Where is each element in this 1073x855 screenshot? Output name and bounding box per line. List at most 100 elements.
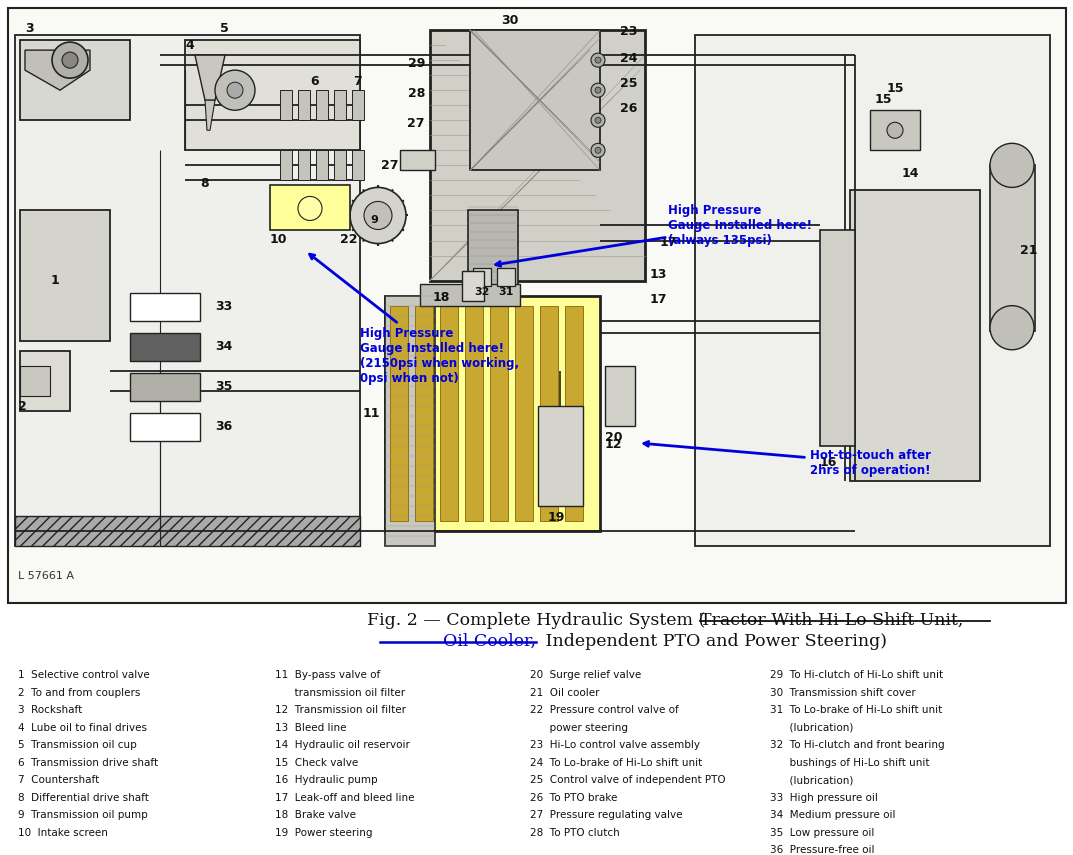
Text: 24: 24 xyxy=(620,52,637,65)
Text: Tractor With Hi-Lo Shift Unit,: Tractor With Hi-Lo Shift Unit, xyxy=(700,612,964,629)
Text: High Pressure
Gauge Installed here!
(always 135psi): High Pressure Gauge Installed here! (alw… xyxy=(496,204,812,266)
Text: 4  Lube oil to final drives: 4 Lube oil to final drives xyxy=(18,722,147,733)
Bar xyxy=(385,296,435,546)
Text: 22  Pressure control valve of: 22 Pressure control valve of xyxy=(530,705,679,715)
Text: 27: 27 xyxy=(381,159,398,173)
Bar xyxy=(15,516,361,546)
Bar xyxy=(298,90,310,121)
Circle shape xyxy=(591,113,605,127)
Bar xyxy=(990,165,1035,331)
Text: 17  Leak-off and bleed line: 17 Leak-off and bleed line xyxy=(275,793,414,803)
Text: 7: 7 xyxy=(353,75,362,88)
Circle shape xyxy=(364,202,392,229)
Text: 29: 29 xyxy=(408,57,425,70)
Bar xyxy=(470,30,600,170)
Text: 32: 32 xyxy=(474,286,489,297)
Bar xyxy=(352,150,364,180)
Text: 11: 11 xyxy=(363,407,380,421)
Bar xyxy=(334,150,346,180)
Circle shape xyxy=(350,187,406,244)
Bar xyxy=(462,270,484,301)
Text: 31: 31 xyxy=(498,286,513,297)
Text: 16: 16 xyxy=(820,456,837,469)
Text: 28  To PTO clutch: 28 To PTO clutch xyxy=(530,828,620,838)
Bar xyxy=(20,351,70,411)
Text: 9  Transmission oil pump: 9 Transmission oil pump xyxy=(18,810,148,820)
Text: 17: 17 xyxy=(650,292,667,306)
Text: 27  Pressure regulating valve: 27 Pressure regulating valve xyxy=(530,810,682,820)
Text: 33  High pressure oil: 33 High pressure oil xyxy=(770,793,878,803)
Circle shape xyxy=(52,42,88,78)
Circle shape xyxy=(990,306,1034,350)
Text: 6: 6 xyxy=(310,75,319,88)
Text: bushings of Hi-Lo shift unit: bushings of Hi-Lo shift unit xyxy=(770,758,929,768)
Bar xyxy=(430,30,645,280)
Text: Fig. 2 — Complete Hydraulic System (: Fig. 2 — Complete Hydraulic System ( xyxy=(367,612,705,629)
Text: 32  To Hi-clutch and front bearing: 32 To Hi-clutch and front bearing xyxy=(770,740,944,750)
Bar xyxy=(352,90,364,121)
Text: 35: 35 xyxy=(215,380,233,393)
Text: 31  To Lo-brake of Hi-Lo shift unit: 31 To Lo-brake of Hi-Lo shift unit xyxy=(770,705,942,715)
Text: 7  Countershaft: 7 Countershaft xyxy=(18,775,99,785)
Bar xyxy=(538,406,583,506)
Circle shape xyxy=(591,83,605,97)
Circle shape xyxy=(62,52,78,68)
Bar xyxy=(565,306,583,522)
Text: 13: 13 xyxy=(650,268,667,280)
Text: 13  Bleed line: 13 Bleed line xyxy=(275,722,347,733)
Bar xyxy=(497,268,515,286)
Text: 35  Low pressure oil: 35 Low pressure oil xyxy=(770,828,874,838)
Text: 29  To Hi-clutch of Hi-Lo shift unit: 29 To Hi-clutch of Hi-Lo shift unit xyxy=(770,670,943,681)
Bar xyxy=(870,110,920,150)
Bar xyxy=(490,306,508,522)
Text: 26: 26 xyxy=(620,103,637,115)
Text: 8  Differential drive shaft: 8 Differential drive shaft xyxy=(18,793,149,803)
Bar xyxy=(130,413,200,441)
Bar xyxy=(280,150,292,180)
Text: 22: 22 xyxy=(340,233,357,245)
Bar xyxy=(130,373,200,401)
Text: 12  Transmission oil filter: 12 Transmission oil filter xyxy=(275,705,406,715)
Text: 5  Transmission oil cup: 5 Transmission oil cup xyxy=(18,740,136,750)
Text: 1: 1 xyxy=(50,274,59,287)
Text: 4: 4 xyxy=(185,39,194,52)
Text: High Pressure
Gauge Installed here!
(2150psi when working,
0psi when not): High Pressure Gauge Installed here! (215… xyxy=(310,254,519,385)
Text: 21  Oil cooler: 21 Oil cooler xyxy=(530,687,600,698)
Bar xyxy=(20,40,130,121)
Text: 25  Control valve of independent PTO: 25 Control valve of independent PTO xyxy=(530,775,725,785)
Text: Independent PTO and Power Steering): Independent PTO and Power Steering) xyxy=(540,634,887,651)
Text: 23  Hi-Lo control valve assembly: 23 Hi-Lo control valve assembly xyxy=(530,740,700,750)
Text: 26  To PTO brake: 26 To PTO brake xyxy=(530,793,617,803)
Bar xyxy=(130,333,200,361)
Circle shape xyxy=(887,122,903,139)
Bar xyxy=(270,186,350,231)
Text: 36: 36 xyxy=(215,421,232,433)
Bar xyxy=(540,306,558,522)
Bar xyxy=(605,366,635,426)
Text: Hot-to-touch after
2hrs of operation!: Hot-to-touch after 2hrs of operation! xyxy=(644,441,931,477)
Bar xyxy=(334,90,346,121)
Circle shape xyxy=(596,87,601,93)
Text: 2  To and from couplers: 2 To and from couplers xyxy=(18,687,141,698)
Text: 10: 10 xyxy=(270,233,288,245)
Bar xyxy=(695,35,1050,546)
Bar xyxy=(400,150,435,170)
Text: 21: 21 xyxy=(1020,244,1038,257)
Text: 24  To Lo-brake of Hi-Lo shift unit: 24 To Lo-brake of Hi-Lo shift unit xyxy=(530,758,702,768)
Polygon shape xyxy=(25,50,90,90)
Text: 36  Pressure-free oil: 36 Pressure-free oil xyxy=(770,845,874,855)
Text: 30: 30 xyxy=(501,14,518,27)
Text: 3  Rockshaft: 3 Rockshaft xyxy=(18,705,83,715)
Bar xyxy=(440,306,458,522)
Bar xyxy=(385,296,600,531)
Bar xyxy=(185,40,361,150)
Circle shape xyxy=(298,197,322,221)
Text: 18: 18 xyxy=(432,291,450,304)
Bar xyxy=(389,306,408,522)
Text: 11  By-pass valve of: 11 By-pass valve of xyxy=(275,670,380,681)
Text: transmission oil filter: transmission oil filter xyxy=(275,687,406,698)
Text: 28: 28 xyxy=(408,87,425,100)
Text: 19  Power steering: 19 Power steering xyxy=(275,828,372,838)
Bar xyxy=(850,191,980,481)
Text: 15  Check valve: 15 Check valve xyxy=(275,758,358,768)
